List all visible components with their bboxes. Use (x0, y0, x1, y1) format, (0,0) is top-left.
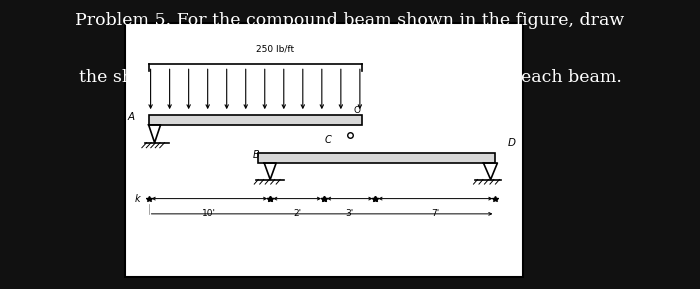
Text: Problem 5. For the compound beam shown in the figure, draw: Problem 5. For the compound beam shown i… (76, 12, 624, 29)
Text: the shear force and bending moment diagram for each beam.: the shear force and bending moment diagr… (78, 69, 622, 86)
Bar (125, 23, 524, 277)
